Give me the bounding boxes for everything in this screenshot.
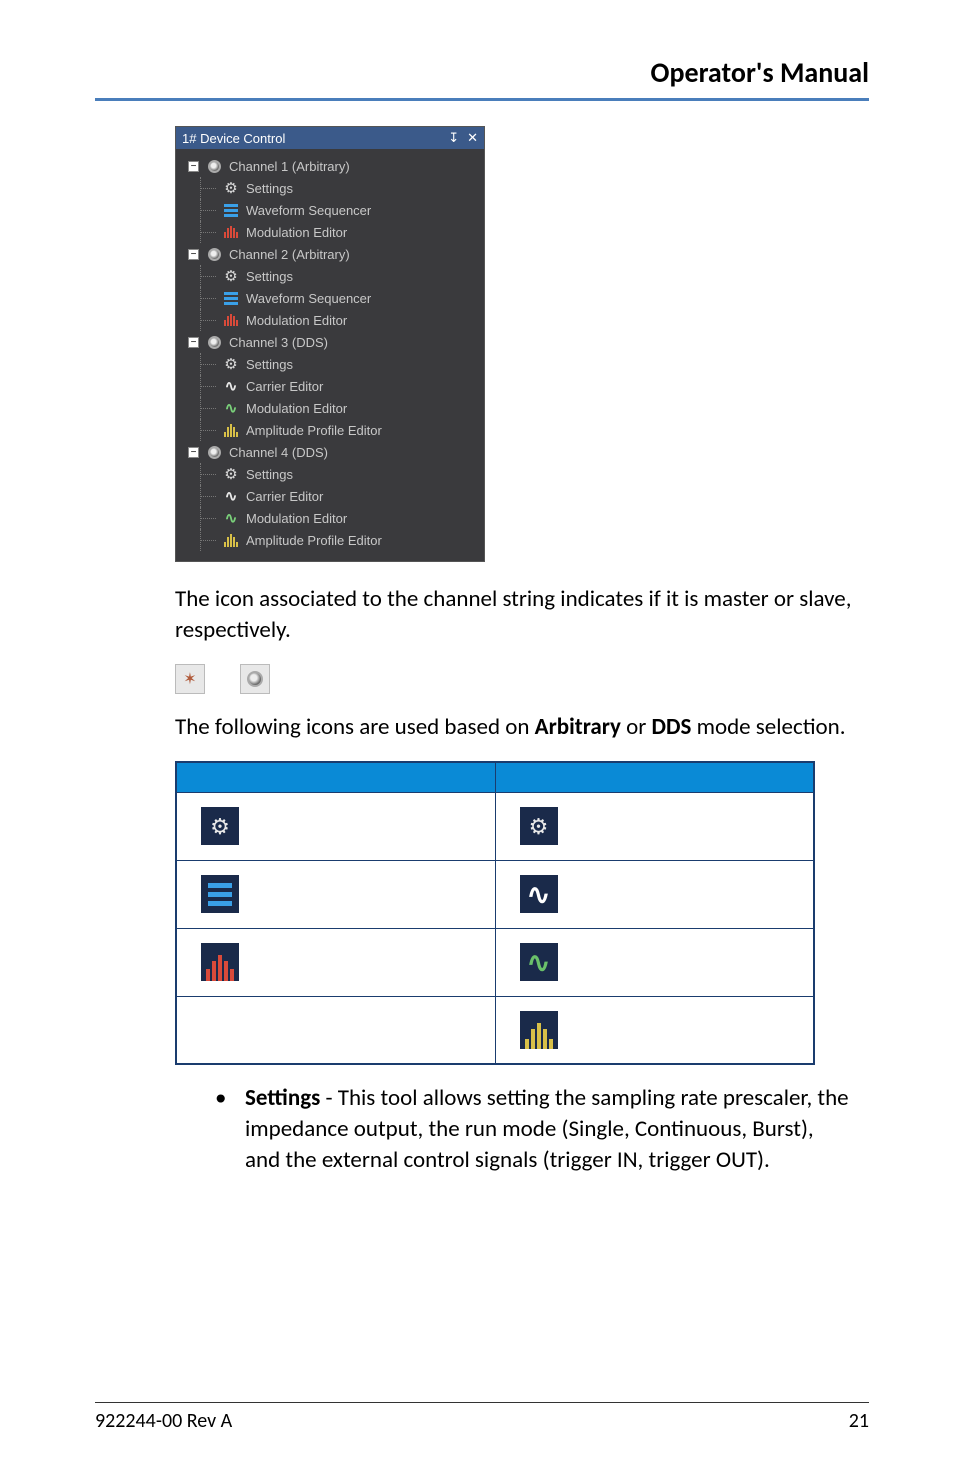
gear-icon: ⚙ — [201, 807, 239, 845]
tree-channel[interactable]: − Channel 3 (DDS) — [180, 331, 480, 353]
page-header-title: Operator's Manual — [95, 55, 869, 90]
tree-item[interactable]: ∿ Modulation Editor — [180, 507, 480, 529]
amplitude-yellow-icon — [520, 1011, 558, 1049]
close-icon[interactable]: ✕ — [467, 130, 478, 146]
bullet-marker: • — [215, 1083, 245, 1176]
tree-item[interactable]: ∿ Carrier Editor — [180, 485, 480, 507]
sequencer-icon — [222, 202, 240, 218]
modulation-green-icon: ∿ — [520, 943, 558, 981]
tree-item[interactable]: Amplitude Profile Editor — [180, 419, 480, 441]
gear-icon: ⚙ — [222, 356, 240, 372]
table-cell — [176, 928, 495, 996]
tree-channel[interactable]: − Channel 4 (DDS) — [180, 441, 480, 463]
sequencer-icon — [222, 290, 240, 306]
amplitude-yellow-icon — [222, 422, 240, 438]
tree-item-label: Modulation Editor — [246, 313, 347, 328]
tree-item[interactable]: Modulation Editor — [180, 309, 480, 331]
slave-icon — [240, 664, 270, 694]
tree-item[interactable]: ∿ Carrier Editor — [180, 375, 480, 397]
carrier-wave-icon: ∿ — [520, 875, 558, 913]
footer-doc-id: 922244-00 Rev A — [95, 1409, 232, 1433]
table-cell-empty — [176, 996, 495, 1064]
footer-page-number: 21 — [849, 1409, 869, 1433]
collapse-icon[interactable]: − — [188, 447, 199, 458]
collapse-icon[interactable]: − — [188, 337, 199, 348]
gear-icon: ⚙ — [222, 268, 240, 284]
tree-item[interactable]: Amplitude Profile Editor — [180, 529, 480, 551]
table-cell — [495, 996, 814, 1064]
table-header-arbitrary — [176, 762, 495, 792]
tree-item-label: Carrier Editor — [246, 379, 323, 394]
panel-titlebar: 1# Device Control ↧ ✕ — [176, 127, 484, 149]
table-cell: ⚙ — [495, 792, 814, 860]
carrier-wave-icon: ∿ — [222, 488, 240, 504]
icon-mode-table: ⚙ ⚙ ∿ ∿ — [175, 761, 815, 1065]
tree-item-label: Waveform Sequencer — [246, 291, 371, 306]
tree-item-label: Modulation Editor — [246, 401, 347, 416]
radio-icon — [205, 246, 223, 262]
paragraph-icon-modes: The following icons are used based on Ar… — [175, 712, 864, 743]
table-cell: ⚙ — [176, 792, 495, 860]
tree-item-label: Waveform Sequencer — [246, 203, 371, 218]
tree-item[interactable]: Waveform Sequencer — [180, 199, 480, 221]
tree-item-label: Amplitude Profile Editor — [246, 533, 382, 548]
tree-item[interactable]: ⚙ Settings — [180, 353, 480, 375]
gear-icon: ⚙ — [222, 466, 240, 482]
table-cell — [176, 860, 495, 928]
carrier-wave-icon: ∿ — [222, 378, 240, 394]
header-rule — [95, 98, 869, 101]
tree-item[interactable]: Waveform Sequencer — [180, 287, 480, 309]
tree-item[interactable]: ∿ Modulation Editor — [180, 397, 480, 419]
sequencer-icon — [201, 875, 239, 913]
pin-icon[interactable]: ↧ — [448, 130, 459, 146]
tree-item[interactable]: ⚙ Settings — [180, 177, 480, 199]
channel-label: Channel 3 (DDS) — [229, 335, 328, 350]
radio-icon — [205, 444, 223, 460]
radio-icon — [205, 334, 223, 350]
table-cell: ∿ — [495, 928, 814, 996]
modulation-red-icon — [222, 312, 240, 328]
gear-icon: ⚙ — [520, 807, 558, 845]
tree-item[interactable]: ⚙ Settings — [180, 463, 480, 485]
tree-item-label: Settings — [246, 467, 293, 482]
bullet-text: Settings - This tool allows setting the … — [245, 1083, 854, 1176]
modulation-green-icon: ∿ — [222, 510, 240, 526]
collapse-icon[interactable]: − — [188, 161, 199, 172]
tree-item-label: Settings — [246, 269, 293, 284]
master-slave-icon-row: ✶ — [175, 664, 869, 694]
bullet-settings: • Settings - This tool allows setting th… — [215, 1083, 854, 1176]
panel-title: 1# Device Control — [182, 131, 285, 146]
tree-item-label: Settings — [246, 357, 293, 372]
channel-label: Channel 4 (DDS) — [229, 445, 328, 460]
modulation-green-icon: ∿ — [222, 400, 240, 416]
tree-item-label: Carrier Editor — [246, 489, 323, 504]
page-footer: 922244-00 Rev A 21 — [95, 1402, 869, 1433]
channel-label: Channel 2 (Arbitrary) — [229, 247, 350, 262]
tree-item-label: Amplitude Profile Editor — [246, 423, 382, 438]
gear-icon: ⚙ — [222, 180, 240, 196]
paragraph-master-slave: The icon associated to the channel strin… — [175, 584, 864, 646]
channel-label: Channel 1 (Arbitrary) — [229, 159, 350, 174]
collapse-icon[interactable]: − — [188, 249, 199, 260]
modulation-red-icon — [222, 224, 240, 240]
tree-item-label: Modulation Editor — [246, 225, 347, 240]
device-control-panel: 1# Device Control ↧ ✕ − Channel 1 (Arbit… — [175, 126, 485, 562]
radio-icon — [205, 158, 223, 174]
master-icon: ✶ — [175, 664, 205, 694]
table-cell: ∿ — [495, 860, 814, 928]
tree-item-label: Settings — [246, 181, 293, 196]
table-header-dds — [495, 762, 814, 792]
tree-item-label: Modulation Editor — [246, 511, 347, 526]
amplitude-yellow-icon — [222, 532, 240, 548]
tree-item[interactable]: ⚙ Settings — [180, 265, 480, 287]
tree-channel[interactable]: − Channel 2 (Arbitrary) — [180, 243, 480, 265]
modulation-red-icon — [201, 943, 239, 981]
tree-body: − Channel 1 (Arbitrary) ⚙ Settings Wavef… — [176, 149, 484, 561]
tree-item[interactable]: Modulation Editor — [180, 221, 480, 243]
tree-channel[interactable]: − Channel 1 (Arbitrary) — [180, 155, 480, 177]
